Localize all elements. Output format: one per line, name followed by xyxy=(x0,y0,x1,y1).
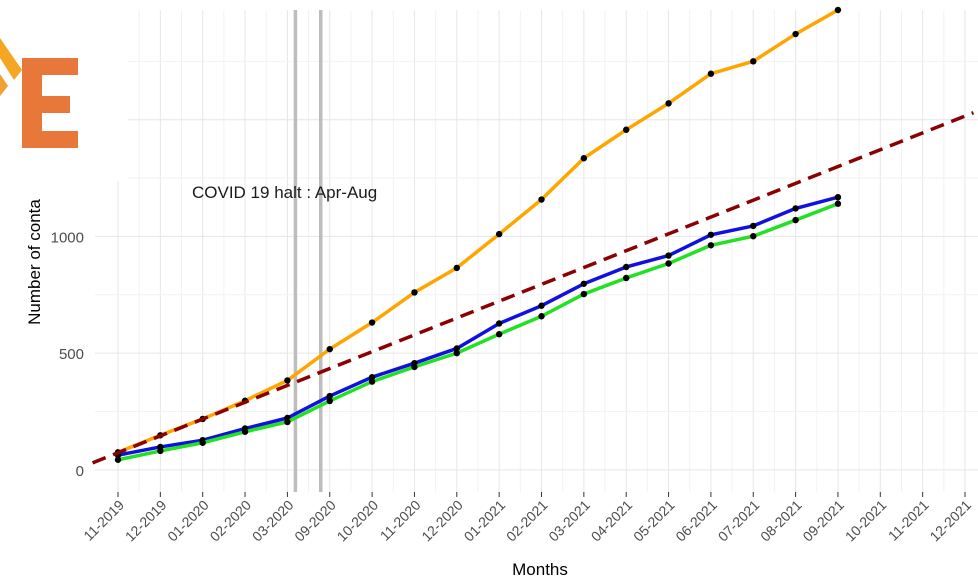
data-point xyxy=(157,447,164,455)
data-point xyxy=(326,392,333,400)
x-axis-ticks: 11-201912-201901-202002-202003-202009-20… xyxy=(80,492,974,544)
data-point xyxy=(368,373,376,381)
data-point xyxy=(199,439,206,446)
data-point xyxy=(495,320,503,327)
x-tick-label: 02-2020 xyxy=(207,497,255,545)
y-tick-label: 500 xyxy=(59,346,84,363)
x-tick-label: 12-2019 xyxy=(122,497,170,545)
halt-annotation: COVID 19 halt : Apr-Aug xyxy=(192,183,377,202)
data-point xyxy=(411,363,418,371)
x-tick-label: 10-2020 xyxy=(334,497,382,545)
data-point xyxy=(241,428,249,435)
y-axis-ticks: 0 500 1000 xyxy=(51,229,84,479)
data-point xyxy=(665,252,672,259)
data-point xyxy=(750,222,757,230)
data-point xyxy=(750,232,757,240)
x-tick-label: 07-2021 xyxy=(715,497,763,545)
y-axis-title: Number of conta xyxy=(25,199,44,325)
data-point xyxy=(665,260,672,267)
x-tick-label: 09-2020 xyxy=(291,497,339,545)
x-tick-label: 10-2021 xyxy=(842,497,890,545)
trend-line xyxy=(91,111,975,465)
data-point xyxy=(834,200,842,207)
data-point xyxy=(834,6,842,14)
data-point xyxy=(665,100,672,107)
y-tick-label: 1000 xyxy=(51,229,84,246)
data-point xyxy=(284,418,291,426)
data-point xyxy=(580,290,588,298)
x-tick-label: 02-2021 xyxy=(503,497,551,545)
data-point xyxy=(326,397,333,405)
data-point xyxy=(580,155,588,162)
data-point xyxy=(538,196,545,203)
x-tick-label: 03-2020 xyxy=(249,497,297,545)
data-point xyxy=(707,70,715,77)
data-point xyxy=(495,230,503,238)
x-tick-label: 04-2021 xyxy=(588,497,636,545)
data-point xyxy=(707,242,715,249)
halt-markers xyxy=(293,10,323,492)
x-tick-label: 03-2021 xyxy=(545,497,593,545)
logo-icon xyxy=(0,38,78,148)
logo-overlay xyxy=(0,0,128,182)
data-point xyxy=(792,216,799,224)
x-tick-label: 08-2021 xyxy=(757,497,805,545)
data-point xyxy=(326,345,333,353)
x-tick-label: 11-2019 xyxy=(80,497,127,544)
x-tick-label: 06-2021 xyxy=(672,497,720,545)
x-tick-label: 01-2021 xyxy=(461,497,509,545)
x-tick-label: 05-2021 xyxy=(630,497,678,545)
series-line xyxy=(117,202,839,462)
grid-lines xyxy=(95,10,978,492)
data-point xyxy=(623,263,630,271)
x-tick-label: 09-2021 xyxy=(799,497,847,545)
data-point xyxy=(114,456,122,463)
y-tick-label: 0 xyxy=(76,463,84,480)
data-point xyxy=(368,319,376,326)
x-tick-label: 11-2020 xyxy=(377,497,424,544)
data-point xyxy=(453,345,460,352)
data-point xyxy=(623,126,630,133)
x-axis-title: Months xyxy=(512,560,568,579)
data-point xyxy=(834,193,842,201)
data-point xyxy=(792,205,799,212)
data-point xyxy=(411,289,418,296)
data-point xyxy=(623,274,630,282)
series-layer xyxy=(91,6,975,465)
data-point xyxy=(580,280,588,287)
x-tick-label: 11-2021 xyxy=(885,497,932,544)
data-point xyxy=(453,349,460,357)
data-point xyxy=(453,264,460,272)
data-point xyxy=(538,302,545,309)
x-tick-label: 12-2020 xyxy=(418,497,466,545)
data-point xyxy=(750,58,757,65)
data-point xyxy=(707,231,715,238)
data-point xyxy=(495,331,503,338)
series-line xyxy=(117,195,839,457)
x-tick-label: 01-2020 xyxy=(164,497,212,545)
data-point xyxy=(538,313,545,320)
data-point xyxy=(792,30,799,38)
data-point xyxy=(368,378,376,385)
x-tick-label: 12-2021 xyxy=(926,497,974,545)
data-point xyxy=(284,377,291,384)
